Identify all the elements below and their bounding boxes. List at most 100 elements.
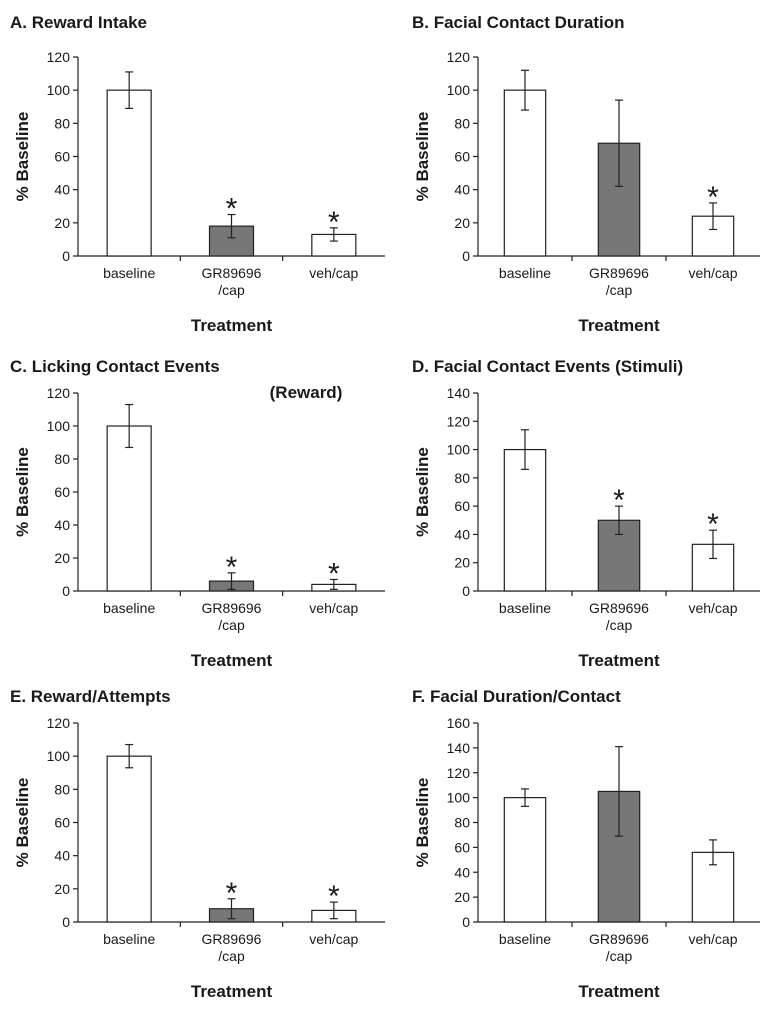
significance-star: *: [328, 206, 340, 239]
x-category-label: veh/cap: [688, 600, 737, 616]
y-tick-label: 80: [54, 781, 70, 797]
chart-panel-b: B. Facial Contact Duration 0 20 40 60 80 100 12…: [412, 13, 760, 335]
x-category-label: veh/cap: [688, 265, 737, 281]
bar-baseline: [503, 448, 547, 592]
x-axis-label: Treatment: [578, 982, 660, 1001]
y-tick-label: 60: [54, 815, 70, 831]
chart-title: F. Facial Duration/Contact: [412, 687, 621, 706]
y-tick-label: 20: [54, 550, 70, 566]
x-category-label: /cap: [218, 617, 245, 633]
chart-panel-c: C. Licking Contact Events (Reward) 0 20 40 60…: [10, 357, 385, 670]
y-tick-label: 60: [54, 149, 70, 165]
y-tick-label: 20: [454, 889, 470, 905]
x-axis-label: Treatment: [191, 316, 273, 335]
y-tick-label: 0: [462, 248, 470, 264]
y-tick-label: 40: [54, 848, 70, 864]
y-tick-label: 40: [454, 526, 470, 542]
chart-title: E. Reward/Attempts: [10, 687, 171, 706]
x-category-label: baseline: [103, 931, 155, 947]
significance-star: *: [613, 484, 625, 517]
y-tick-label: 80: [454, 115, 470, 131]
y-tick-label: 120: [47, 715, 71, 731]
y-tick-label: 20: [54, 215, 70, 231]
x-axis-label: Treatment: [578, 651, 660, 670]
chart-subtitle: (Reward): [270, 383, 343, 402]
y-tick-label: 0: [462, 914, 470, 930]
bar-baseline: [106, 425, 152, 592]
x-category-label: baseline: [499, 931, 551, 947]
y-tick-label: 140: [447, 740, 471, 756]
chart-title: C. Licking Contact Events: [10, 357, 220, 376]
chart-title: A. Reward Intake: [10, 13, 147, 32]
bar-baseline: [106, 89, 152, 257]
chart-panel-f: F. Facial Duration/Contact 0 20 40 60 80 100 12…: [412, 687, 760, 1001]
y-tick-label: 80: [454, 815, 470, 831]
y-tick-label: 100: [47, 82, 71, 98]
y-tick-label: 60: [454, 498, 470, 514]
significance-star: *: [226, 551, 238, 584]
y-tick-label: 60: [54, 484, 70, 500]
x-category-label: GR89696: [589, 931, 649, 947]
y-tick-label: 60: [454, 839, 470, 855]
y-tick-label: 80: [54, 451, 70, 467]
y-tick-label: 0: [62, 248, 70, 264]
x-axis-label: Treatment: [191, 651, 273, 670]
y-axis-label: % Baseline: [413, 447, 432, 537]
bar-gr89696-cap: [208, 225, 255, 257]
x-category-label: veh/cap: [309, 931, 358, 947]
y-tick-label: 100: [47, 748, 71, 764]
y-tick-label: 120: [47, 49, 71, 65]
bar-baseline: [503, 89, 547, 257]
bar-baseline: [503, 797, 547, 923]
y-axis-label: % Baseline: [413, 112, 432, 202]
y-tick-label: 120: [447, 413, 471, 429]
significance-star: *: [328, 880, 340, 913]
y-tick-label: 40: [454, 182, 470, 198]
y-tick-label: 100: [447, 790, 471, 806]
chart-title: D. Facial Contact Events (Stimuli): [412, 357, 683, 376]
x-axis-label: Treatment: [578, 316, 660, 335]
x-category-label: baseline: [499, 265, 551, 281]
x-category-label: /cap: [606, 948, 633, 964]
bar-baseline: [106, 755, 152, 923]
y-axis-label: % Baseline: [13, 112, 32, 202]
x-category-label: veh/cap: [688, 931, 737, 947]
chart-panel-e: E. Reward/Attempts 0 20 40 60 80 100 120 % Basel…: [10, 687, 385, 1001]
y-tick-label: 100: [47, 418, 71, 434]
significance-star: *: [707, 508, 719, 541]
y-tick-label: 100: [447, 442, 471, 458]
y-axis-label: % Baseline: [413, 778, 432, 868]
chart-panel-d: D. Facial Contact Events (Stimuli) 0 20 40 6…: [412, 357, 760, 670]
y-tick-label: 100: [447, 82, 471, 98]
y-tick-label: 120: [447, 49, 471, 65]
y-tick-label: 0: [462, 583, 470, 599]
y-tick-label: 20: [454, 555, 470, 571]
x-category-label: veh/cap: [309, 600, 358, 616]
y-tick-label: 60: [454, 149, 470, 165]
x-category-label: /cap: [606, 282, 633, 298]
significance-star: *: [226, 193, 238, 226]
x-category-label: baseline: [103, 600, 155, 616]
y-tick-label: 0: [62, 583, 70, 599]
x-category-label: /cap: [218, 282, 245, 298]
x-category-label: GR89696: [202, 931, 262, 947]
x-category-label: GR89696: [202, 600, 262, 616]
chart-panel-a: A. Reward Intake 0 20 40 60 80 100 120 % Baselin…: [10, 13, 385, 335]
y-tick-label: 160: [447, 715, 471, 731]
x-category-label: GR89696: [589, 600, 649, 616]
x-axis-label: Treatment: [191, 982, 273, 1001]
significance-star: *: [707, 181, 719, 214]
y-tick-label: 0: [62, 914, 70, 930]
y-tick-label: 20: [454, 215, 470, 231]
chart-title: B. Facial Contact Duration: [412, 13, 625, 32]
x-category-label: /cap: [218, 948, 245, 964]
y-tick-label: 120: [47, 385, 71, 401]
y-tick-label: 20: [54, 881, 70, 897]
y-tick-label: 120: [447, 765, 471, 781]
significance-star: *: [328, 557, 340, 590]
y-tick-label: 40: [54, 517, 70, 533]
y-tick-label: 140: [447, 385, 471, 401]
x-category-label: veh/cap: [309, 265, 358, 281]
y-tick-label: 80: [54, 115, 70, 131]
x-category-label: /cap: [606, 617, 633, 633]
